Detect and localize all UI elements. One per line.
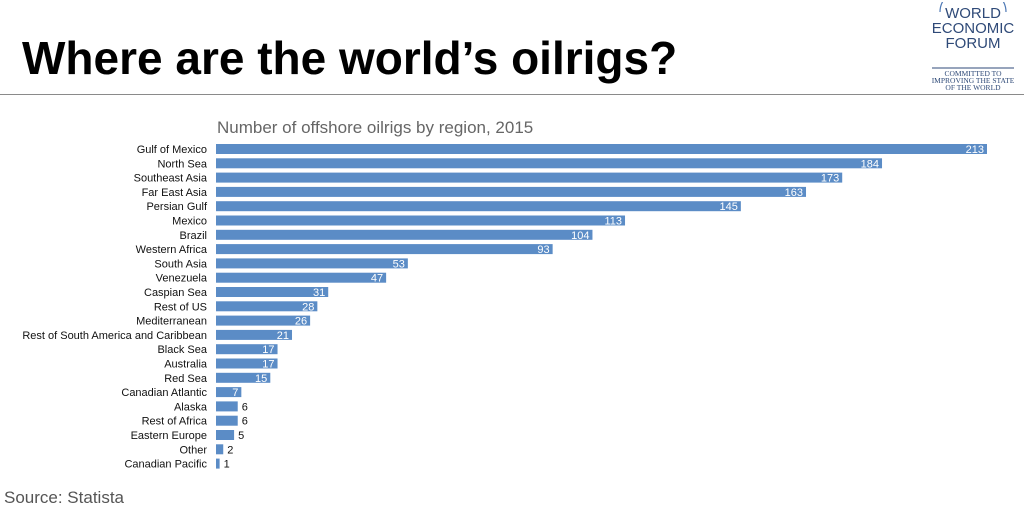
bar-mexico bbox=[216, 215, 626, 226]
header-rule bbox=[0, 94, 1024, 95]
category-label-southeast-asia: Southeast Asia bbox=[134, 173, 208, 185]
value-label-persian-gulf: 145 bbox=[719, 201, 737, 213]
category-label-venezuela: Venezuela bbox=[156, 273, 208, 285]
category-label-canadian-pacific: Canadian Pacific bbox=[124, 459, 207, 471]
bar-caspian-sea bbox=[216, 287, 329, 297]
bar-eastern-europe bbox=[216, 430, 235, 440]
value-label-eastern-europe: 5 bbox=[238, 430, 244, 442]
category-label-mexico: Mexico bbox=[172, 216, 207, 228]
value-label-alaska: 6 bbox=[242, 401, 248, 413]
value-label-mexico: 113 bbox=[604, 216, 622, 228]
bar-western-africa bbox=[216, 244, 553, 255]
category-label-mediterranean: Mediterranean bbox=[136, 316, 207, 328]
value-label-brazil: 104 bbox=[571, 230, 589, 242]
category-label-brazil: Brazil bbox=[179, 230, 207, 242]
category-label-south-asia: South Asia bbox=[154, 258, 207, 270]
value-label-other: 2 bbox=[227, 444, 233, 456]
bar-south-asia bbox=[216, 258, 408, 269]
value-label-australia: 17 bbox=[262, 359, 274, 371]
value-label-south-asia: 53 bbox=[393, 258, 405, 270]
category-label-eastern-europe: Eastern Europe bbox=[131, 430, 207, 442]
value-label-rest-of-south-america-and-caribbean: 21 bbox=[277, 330, 289, 342]
value-label-far-east-asia: 163 bbox=[785, 187, 803, 199]
wef-logo: WORLD ECONOMIC FORUM COMMITTED TO IMPROV… bbox=[932, 2, 1015, 92]
logo-line-2: ECONOMIC bbox=[932, 20, 1015, 37]
value-label-mediterranean: 26 bbox=[295, 316, 307, 328]
category-label-far-east-asia: Far East Asia bbox=[142, 187, 208, 199]
logo-motto-1: COMMITTED TO bbox=[944, 69, 1002, 78]
category-label-north-sea: North Sea bbox=[157, 158, 207, 170]
value-label-canadian-atlantic: 7 bbox=[232, 387, 238, 399]
value-label-gulf-of-mexico: 213 bbox=[966, 144, 984, 156]
value-label-western-africa: 93 bbox=[537, 244, 549, 256]
bar-rest-of-africa bbox=[216, 415, 238, 426]
bar-gulf-of-mexico bbox=[216, 144, 987, 154]
logo-motto-2: IMPROVING THE STATE bbox=[932, 76, 1015, 85]
category-label-rest-of-africa: Rest of Africa bbox=[142, 416, 208, 428]
category-label-gulf-of-mexico: Gulf of Mexico bbox=[137, 144, 207, 156]
bar-southeast-asia bbox=[216, 172, 843, 183]
bar-mediterranean bbox=[216, 315, 311, 326]
category-label-alaska: Alaska bbox=[174, 401, 208, 413]
value-label-north-sea: 184 bbox=[861, 158, 879, 170]
source-note: Source: Statista bbox=[4, 488, 125, 507]
value-label-caspian-sea: 31 bbox=[313, 287, 325, 299]
bar-other bbox=[216, 444, 224, 455]
category-label-australia: Australia bbox=[164, 359, 208, 371]
value-label-canadian-pacific: 1 bbox=[224, 459, 230, 471]
bar-canadian-pacific bbox=[216, 458, 220, 469]
bar-red-sea bbox=[216, 372, 271, 383]
category-label-red-sea: Red Sea bbox=[164, 373, 208, 385]
logo-line-1: WORLD bbox=[945, 5, 1001, 22]
category-label-western-africa: Western Africa bbox=[136, 244, 208, 256]
bar-rest-of-us bbox=[216, 301, 318, 312]
bar-far-east-asia bbox=[216, 186, 807, 197]
logo-motto-3: OF THE WORLD bbox=[945, 83, 1001, 92]
value-label-southeast-asia: 173 bbox=[821, 173, 839, 185]
category-label-persian-gulf: Persian Gulf bbox=[146, 201, 207, 213]
category-label-other: Other bbox=[179, 444, 207, 456]
category-label-rest-of-south-america-and-caribbean: Rest of South America and Caribbean bbox=[22, 330, 207, 342]
bar-alaska bbox=[216, 401, 238, 412]
category-label-rest-of-us: Rest of US bbox=[154, 301, 207, 313]
value-label-rest-of-africa: 6 bbox=[242, 416, 248, 428]
logo-line-3: FORUM bbox=[946, 35, 1001, 52]
value-label-rest-of-us: 28 bbox=[302, 301, 314, 313]
bar-north-sea bbox=[216, 158, 883, 169]
category-label-caspian-sea: Caspian Sea bbox=[144, 287, 208, 299]
chart-title: Number of offshore oilrigs by region, 20… bbox=[217, 118, 534, 137]
headline: Where are the world’s oilrigs? bbox=[22, 32, 678, 84]
bar-canadian-atlantic bbox=[216, 387, 242, 398]
bar-brazil bbox=[216, 229, 593, 240]
bar-rest-of-south-america-and-caribbean bbox=[216, 329, 293, 340]
category-label-canadian-atlantic: Canadian Atlantic bbox=[121, 387, 207, 399]
bar-black-sea bbox=[216, 344, 278, 355]
bar-venezuela bbox=[216, 272, 387, 283]
value-label-venezuela: 47 bbox=[371, 273, 383, 285]
value-label-black-sea: 17 bbox=[262, 344, 274, 356]
bar-persian-gulf bbox=[216, 201, 741, 212]
bar-australia bbox=[216, 358, 278, 369]
value-label-red-sea: 15 bbox=[255, 373, 267, 385]
category-label-black-sea: Black Sea bbox=[157, 344, 207, 356]
